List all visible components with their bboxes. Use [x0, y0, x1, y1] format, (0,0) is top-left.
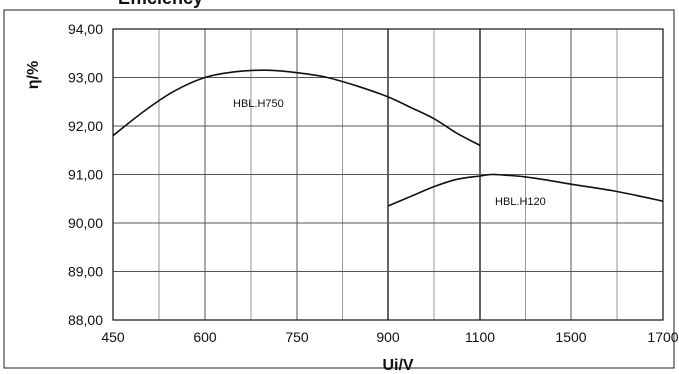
series-label-hbl-h750: HBL.H750: [233, 98, 284, 110]
chart-frame: [3, 9, 675, 369]
gridlines: [112, 28, 664, 321]
series-line-hbl-h120: [387, 173, 664, 207]
x-tick-label: 1700: [647, 329, 678, 345]
y-tick-label: 93,00: [68, 70, 103, 86]
x-tick-label: 750: [285, 329, 309, 345]
series-layer: HBL.H750 HBL.H120: [112, 69, 664, 208]
y-tick-label: 88,00: [68, 312, 103, 328]
series-label-hbl-h120: HBL.H120: [495, 196, 546, 208]
series-line-hbl-h750: [112, 69, 481, 147]
x-tick-label: 1100: [465, 329, 495, 345]
y-tick-label: 89,00: [68, 264, 103, 280]
y-axis-label: η/%: [25, 61, 42, 89]
y-tick-label: 91,00: [68, 167, 103, 183]
x-axis-tick-labels: 450 600 750 900 1100 1500 1700: [101, 329, 678, 345]
y-tick-label: 90,00: [68, 215, 103, 231]
x-tick-label: 1500: [555, 329, 586, 345]
x-tick-label: 600: [193, 329, 217, 345]
x-tick-label: 450: [101, 329, 125, 345]
y-axis-tick-labels: 88,00 89,00 90,00 91,00 92,00 93,00 94,00: [68, 21, 103, 328]
plot-area-border: [112, 28, 664, 321]
chart-title: Efficiency: [118, 0, 203, 8]
x-axis-label: Ui/V: [382, 357, 413, 374]
y-tick-label: 94,00: [68, 21, 103, 37]
y-tick-label: 92,00: [68, 118, 103, 134]
x-tick-label: 900: [376, 329, 400, 345]
